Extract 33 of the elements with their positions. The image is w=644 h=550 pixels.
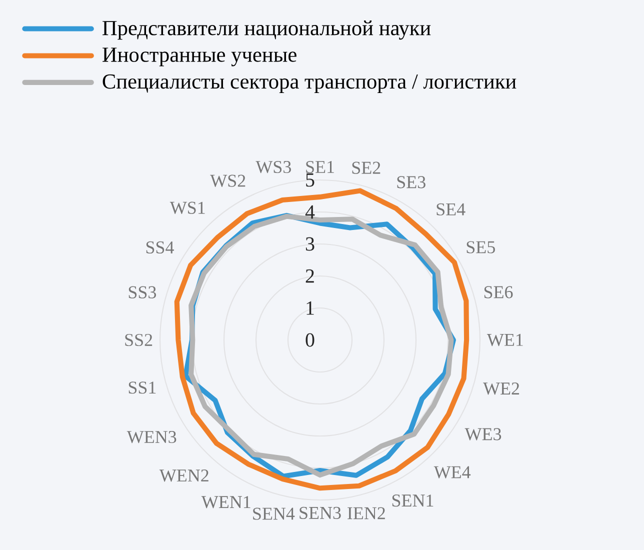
spoke-label: SE3 bbox=[397, 176, 426, 188]
spoke-label: WE1 bbox=[486, 334, 523, 346]
y-tick-label: 2 bbox=[306, 269, 314, 283]
y-tick-label: 5 bbox=[306, 173, 314, 187]
spoke-label: WEN2 bbox=[159, 470, 208, 482]
legend-label: Представители национальной науки bbox=[102, 20, 431, 40]
legend-label: Специалисты сектора транспорта / логистики bbox=[102, 74, 516, 94]
spoke-label: SEN3 bbox=[300, 506, 341, 520]
spoke-label: WS2 bbox=[210, 174, 246, 187]
spoke-label: SS4 bbox=[146, 241, 174, 254]
spoke-label: WE2 bbox=[483, 382, 520, 395]
spoke-label: WE3 bbox=[464, 428, 502, 440]
spoke-label: SE1 bbox=[306, 160, 334, 174]
spoke-label: WE4 bbox=[434, 466, 471, 478]
y-tick-label: 0 bbox=[306, 333, 314, 347]
spoke-label: SS3 bbox=[128, 286, 156, 298]
spoke-label: WEN1 bbox=[201, 496, 250, 508]
y-tick-label: 3 bbox=[306, 237, 314, 251]
legend-label: Иностранные ученые bbox=[102, 48, 296, 66]
spoke-label: SE4 bbox=[436, 203, 466, 216]
spoke-label: SS2 bbox=[125, 334, 152, 346]
spoke-label: SE5 bbox=[466, 241, 495, 254]
spoke-label: WEN3 bbox=[126, 430, 176, 444]
spoke-label: SEN1 bbox=[392, 494, 434, 507]
y-tick-label: 1 bbox=[306, 301, 314, 315]
spoke-label: SE2 bbox=[352, 162, 380, 174]
spoke-label: SE6 bbox=[484, 286, 513, 298]
y-tick-label: 4 bbox=[305, 205, 315, 219]
spoke-label: SEN4 bbox=[253, 508, 295, 520]
spoke-label: WS3 bbox=[256, 160, 291, 174]
spoke-label: SS1 bbox=[128, 382, 156, 394]
spoke-label: IEN2 bbox=[348, 507, 385, 520]
spoke-label: WS1 bbox=[170, 202, 205, 214]
